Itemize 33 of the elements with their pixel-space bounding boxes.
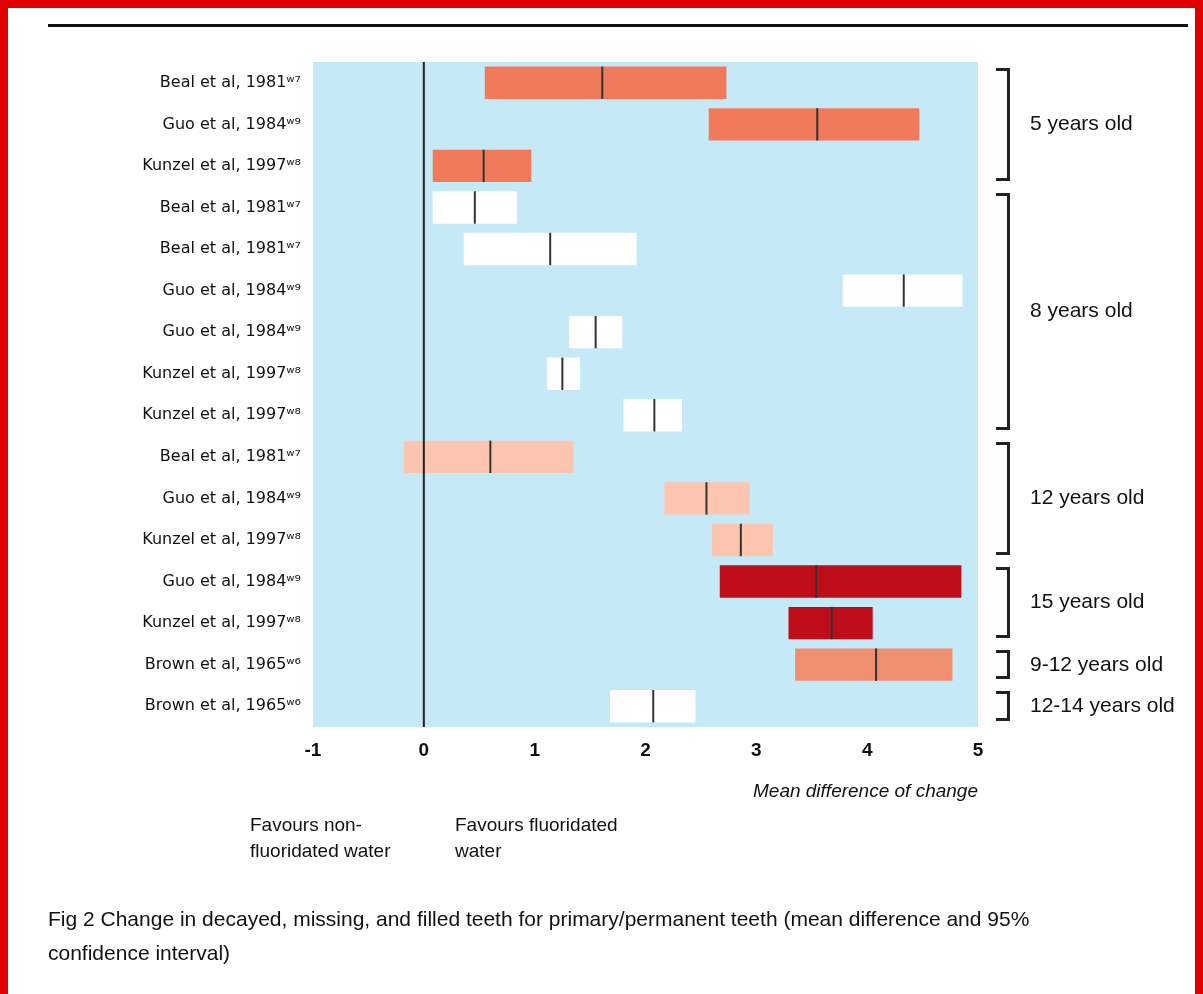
y-tick-label: Beal et al, 1981ʷ⁷ [159,71,301,91]
y-tick-label: Brown et al, 1965ʷ⁶ [144,653,301,673]
text: Favours non-fluoridated water [250,813,392,863]
y-tick-label: Guo et al, 1984ʷ⁹ [162,321,301,341]
y-tick-label: Kunzel et al, 1997ʷ⁸ [142,612,301,632]
text: 5 years old [1030,111,1133,136]
text: Favours fluoridated water [455,813,619,863]
y-tick-label: Kunzel et al, 1997ʷ⁸ [142,362,301,382]
x-tick-label: 2 [640,738,651,760]
text: 8 years old [1030,298,1133,323]
x-tick-label: -1 [304,738,322,760]
caption: Fig 2 Change in decayed, missing, and filled teeth for primary/permanent teeth (mean difference and 95% confidence interval) [48,906,1031,966]
x-tick-label: 1 [529,738,541,760]
y-tick-label: Guo et al, 1984ʷ⁹ [162,279,301,299]
y-tick-label: Kunzel et al, 1997ʷ⁸ [142,529,301,549]
x-tick-label: 5 [972,738,984,760]
text: 12-14 years old [1030,693,1175,718]
text: 12 years old [1030,485,1145,510]
x-tick-label: 0 [418,738,430,760]
text: 15 years old [1030,589,1145,614]
text: 9-12 years old [1030,651,1164,676]
x-tick-label: 4 [861,738,873,760]
x-axis-title: Mean difference of change [753,779,978,801]
y-tick-label: Beal et al, 1981ʷ⁷ [159,196,301,216]
y-tick-label: Kunzel et al, 1997ʷ⁸ [142,404,301,424]
y-tick-label: Guo et al, 1984ʷ⁹ [162,487,301,507]
y-tick-label: Brown et al, 1965ʷ⁶ [144,695,301,715]
y-tick-label: Guo et al, 1984ʷ⁹ [162,570,301,590]
x-tick-label: 3 [751,738,762,760]
y-tick-label: Beal et al, 1981ʷ⁷ [159,446,301,465]
y-tick-label: Beal et al, 1981ʷ⁷ [159,238,301,258]
y-tick-label: Kunzel et al, 1997ʷ⁸ [142,155,301,175]
y-tick-label: Guo et al, 1984ʷ⁹ [162,113,301,133]
